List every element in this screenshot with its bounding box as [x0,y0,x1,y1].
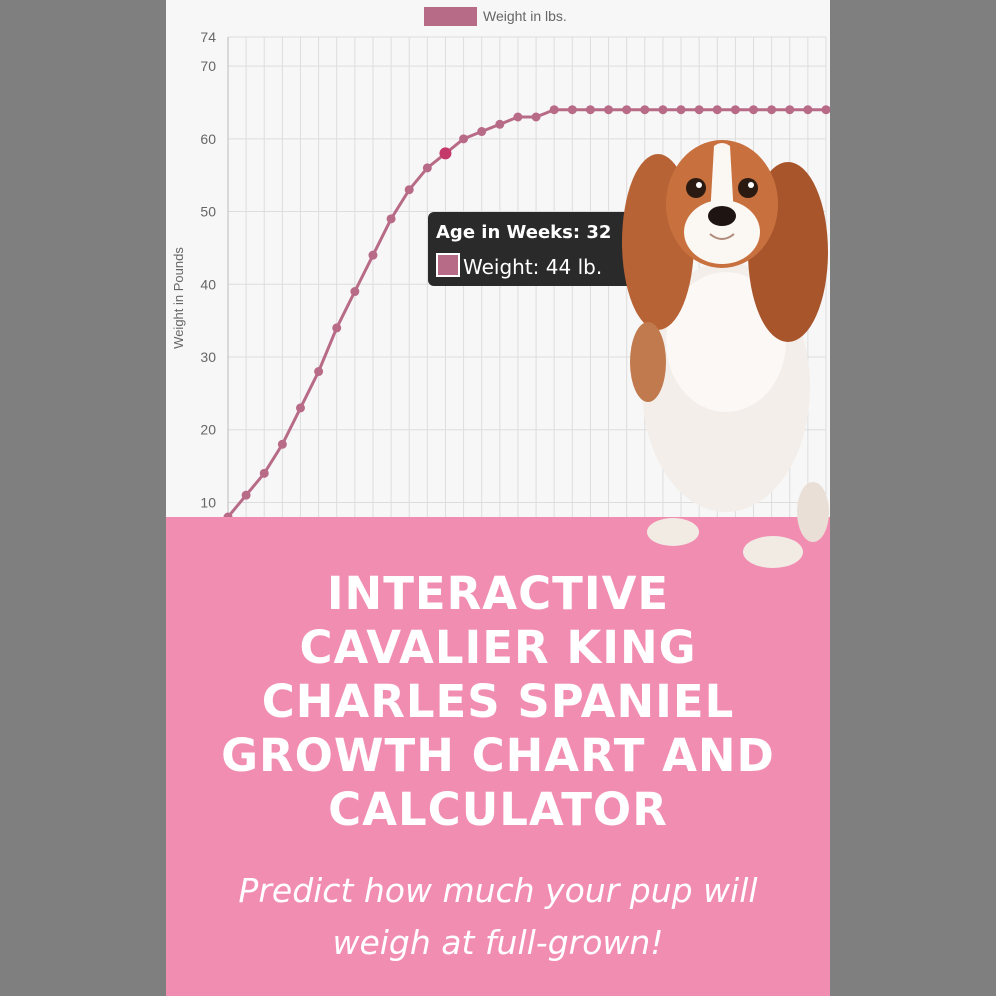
y-axis-label: Weight in Pounds [171,247,186,349]
legend[interactable]: Weight in lbs. [424,7,567,26]
data-point[interactable] [604,105,614,115]
data-point[interactable] [277,439,287,449]
headline-line: CALCULATOR [328,783,668,836]
data-point[interactable] [622,105,632,115]
data-point[interactable] [767,105,777,115]
data-point[interactable] [259,468,269,478]
data-point[interactable] [241,490,251,500]
data-point[interactable] [477,127,487,137]
y-tick-label: 40 [200,276,216,292]
data-point[interactable] [495,119,505,129]
data-point[interactable] [332,323,342,333]
legend-label: Weight in lbs. [483,8,567,24]
title-banner: INTERACTIVE CAVALIER KING CHARLES SPANIEL G… [166,517,830,996]
data-point[interactable] [694,105,704,115]
y-tick-label: 50 [200,204,216,220]
data-point[interactable] [422,163,432,173]
tooltip-title: Age in Weeks: 32 [436,222,611,243]
y-tick-label: 60 [200,131,216,147]
headline-line: CAVALIER KING [299,621,697,674]
data-points [223,105,830,517]
data-point[interactable] [785,105,795,115]
tooltip: Age in Weeks: 32 Weight: 44 lb. [428,212,636,286]
headline-line: GROWTH CHART AND [221,729,775,782]
y-axis: 10 20 30 40 50 60 70 74 [200,29,229,517]
tooltip-swatch [436,253,460,277]
data-point[interactable] [821,105,830,115]
subheadline: Predict how much your pup will weigh at f… [166,865,830,969]
data-point[interactable] [459,134,469,144]
headline: INTERACTIVE CAVALIER KING CHARLES SPANIEL G… [166,567,830,837]
data-point[interactable] [386,214,396,224]
data-point[interactable] [513,112,523,122]
legend-swatch [424,7,477,26]
data-point[interactable] [676,105,686,115]
data-point[interactable] [585,105,595,115]
data-point[interactable] [404,185,414,195]
infographic-card: 10 20 30 40 50 60 70 74 Weight in Pounds Weight… [166,0,830,996]
data-point[interactable] [549,105,559,115]
y-tick-label: 70 [200,58,216,74]
y-tick-label: 20 [200,422,216,438]
cavalier-spaniel-photo-icon [622,140,829,568]
headline-line: CHARLES SPANIEL [261,675,735,728]
data-point[interactable] [567,105,577,115]
data-point[interactable] [223,512,233,517]
y-tick-label: 30 [200,349,216,365]
tooltip-box [428,212,636,286]
tooltip-body: Weight: 44 lb. [463,255,602,279]
data-point[interactable] [350,287,360,297]
data-point[interactable] [712,105,722,115]
y-tick-label: 74 [200,29,216,45]
subheadline-line: Predict how much your pup will [238,871,758,910]
data-point[interactable] [803,105,813,115]
data-point[interactable] [314,367,324,377]
data-point-active[interactable] [439,147,452,160]
y-tick-label: 10 [200,494,216,510]
data-point[interactable] [295,403,305,413]
data-point[interactable] [640,105,650,115]
data-point[interactable] [531,112,541,122]
data-point[interactable] [368,250,378,260]
subheadline-line: weigh at full-grown! [332,923,664,962]
series-line-weight [226,108,826,517]
data-point[interactable] [730,105,740,115]
headline-line: INTERACTIVE [326,567,670,620]
data-point[interactable] [658,105,668,115]
data-point[interactable] [749,105,759,115]
